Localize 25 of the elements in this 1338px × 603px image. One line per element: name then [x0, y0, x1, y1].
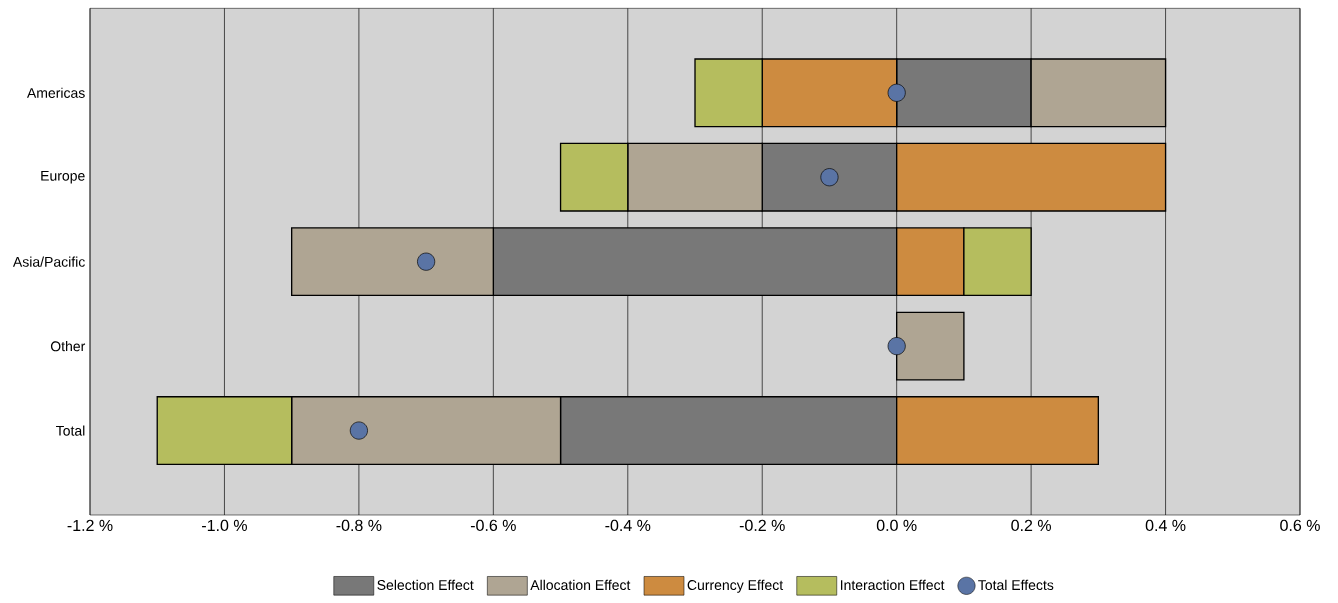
legend-label: Total Effects	[978, 579, 1054, 591]
y-tick-label: Europe	[41, 170, 85, 184]
x-tick-label: -0.2 %	[739, 519, 785, 532]
x-tick-label: 0.0 %	[876, 519, 917, 532]
point	[887, 337, 906, 356]
legend-label: Interaction Effect	[840, 579, 945, 591]
x-tick-label: -0.6 %	[470, 519, 516, 532]
y-tick-label: Total	[56, 425, 85, 436]
x-tick-label: 0.6 %	[1280, 519, 1320, 532]
legend-label: Allocation Effect	[530, 579, 631, 591]
x-tick-label: -0.8 %	[336, 519, 382, 532]
y-tick-label: Americas	[26, 87, 85, 98]
x-tick-label: -1.0 %	[202, 519, 247, 532]
point	[349, 421, 368, 440]
x-tick-label: 0.2 %	[1011, 519, 1051, 532]
x-tick-label: 0.4 %	[1145, 519, 1186, 532]
point	[417, 252, 436, 271]
y-tick-label: Asia/Pacific	[12, 256, 85, 267]
point	[820, 168, 839, 187]
point	[887, 83, 906, 102]
y-tick-label: Other	[50, 340, 86, 352]
legend-label: Currency Effect	[687, 579, 784, 593]
x-tick-label: -1.2 %	[67, 519, 113, 531]
x-tick-label: -0.4 %	[605, 519, 651, 532]
legend-label: Selection Effect	[377, 579, 474, 591]
